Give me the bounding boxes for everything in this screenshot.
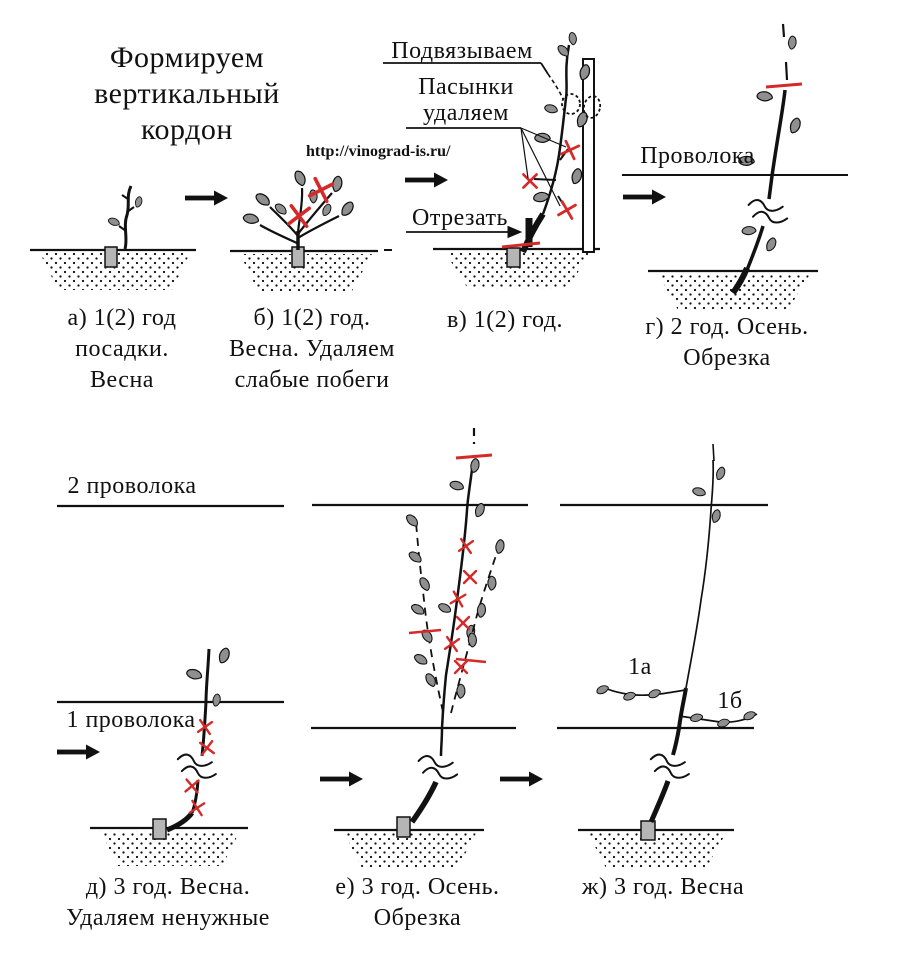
cut-mark [765,82,803,89]
stage-zh-figure [557,443,768,868]
planting-post [104,246,118,268]
label-wire: Проволока [640,143,755,169]
planting-post [506,247,521,268]
label-wire-2: 2 проволока [67,473,197,499]
stem-break-symbol [647,752,693,781]
caption-stage-e: е) 3 год. Осень. Обрезка [335,874,500,931]
label-wire-1: 1 проволока [66,707,196,733]
support-stake [582,58,595,253]
cut-mark [455,453,493,460]
label-remove-side-shoots: Пасынки удаляем [418,74,514,126]
planting-post [152,818,167,840]
arrow-icon [320,771,363,787]
caption-stage-g: г) 2 год. Осень. Обрезка [645,314,809,371]
caption-stage-d: д) 3 год. Весна. Удаляем ненужные [66,874,270,931]
cut-mark [408,628,442,635]
label-cut-off: Отрезать [411,205,508,231]
removal-x-mark [557,200,577,220]
vine-stage-zh-illustration [595,443,758,823]
vine-stage-g-illustration [730,23,805,295]
callout-lines [383,62,567,239]
caption-stage-zh: ж) 3 год. Весна [581,874,745,900]
vine-stage-e-illustration [404,428,508,824]
label-spur-1b: 1б [717,688,743,714]
tie-loop [561,93,581,115]
soil-stipple [40,253,190,290]
vine-stage-b-illustration [241,169,357,250]
stem-break-symbol [745,197,791,226]
soil-stipple [445,252,590,289]
stage-e-figure [311,428,528,868]
watermark-url: http://vinograd-is.ru/ [306,143,451,160]
stage-d-figure [57,646,284,866]
planting-post [396,816,411,838]
stem-break-symbol [174,752,220,781]
caption-stage-a: а) 1(2) год посадки. Весна [67,305,177,393]
arrow-icon [623,189,666,205]
soil-stipple [100,831,240,866]
soil-stipple [240,254,372,291]
caption-stage-b: б) 1(2) год. Весна. Удаляем слабые побег… [229,305,395,393]
stage-b-figure [230,169,392,291]
caption-stage-v: в) 1(2) год. [446,307,564,333]
soil-stipple [344,833,476,868]
arrow-icon [185,190,228,206]
removal-x-mark [453,659,469,675]
arrow-icon [405,172,448,188]
label-tie-up: Подвязываем [391,38,533,64]
removal-x-mark [522,173,538,189]
soil-stipple [588,833,726,868]
vine-stage-a-illustration [106,185,145,250]
removal-x-mark [457,537,475,555]
cut-mark [455,657,487,664]
page-title: Формируем вертикальный кордон [94,41,280,146]
cut-mark [501,241,541,249]
stem-break-symbol [415,753,461,782]
label-spur-1a: 1а [628,654,652,680]
stage-v-figure [383,31,602,289]
stage-a-figure [30,185,196,290]
arrow-icon [500,771,543,787]
arrow-icon [57,744,100,760]
stage-g-figure [622,23,848,310]
planting-post [640,820,656,841]
removal-x-mark [455,615,471,631]
vine-stage-d-illustration [166,646,234,833]
removal-x-mark [462,569,478,585]
